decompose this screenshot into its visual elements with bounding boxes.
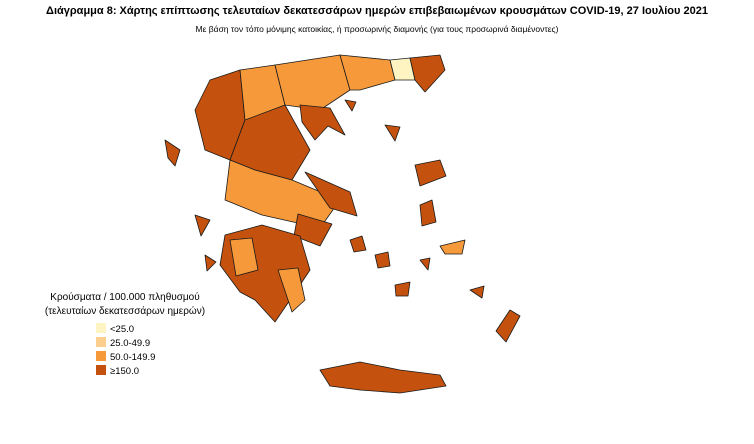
region (194, 214, 211, 237)
region (495, 309, 521, 343)
region (304, 171, 358, 217)
region (374, 251, 391, 269)
region (299, 104, 346, 141)
region (319, 361, 447, 394)
region (277, 267, 306, 313)
region (414, 159, 447, 187)
map (164, 54, 521, 394)
region (349, 235, 367, 253)
region (384, 124, 401, 142)
region (419, 257, 431, 271)
region (409, 54, 446, 93)
region (394, 281, 411, 297)
region (204, 254, 217, 272)
region (164, 139, 181, 167)
legend-swatch (96, 323, 106, 333)
title: Διάγραμμα 8: Χάρτης επίπτωσης τελευταίων… (46, 5, 708, 17)
region (339, 54, 396, 91)
region (229, 237, 259, 277)
legend-swatch (96, 337, 106, 347)
legend: <25.0 25.0-49.9 50.0-149.9 ≥150.0 (96, 323, 155, 377)
legend-label: <25.0 (110, 324, 134, 335)
legend-label: ≥150.0 (110, 366, 139, 377)
legend-title: (τελευταίων δεκατεσσάρων ημερών) (45, 305, 205, 317)
legend-label: 50.0-149.9 (110, 352, 155, 363)
legend-label: 25.0-49.9 (110, 338, 150, 349)
legend-swatch (96, 365, 106, 375)
region (274, 54, 351, 111)
region (344, 99, 357, 112)
region (469, 285, 485, 299)
subtitle: Με βάση τον τόπο μόνιμης κατοικίας, ή πρ… (196, 24, 559, 34)
region (293, 213, 333, 247)
region (419, 199, 437, 227)
region (224, 159, 341, 229)
legend-swatch (96, 351, 106, 361)
region (439, 239, 466, 255)
legend-title: Κρούσματα / 100.000 πληθυσμού (50, 291, 199, 303)
